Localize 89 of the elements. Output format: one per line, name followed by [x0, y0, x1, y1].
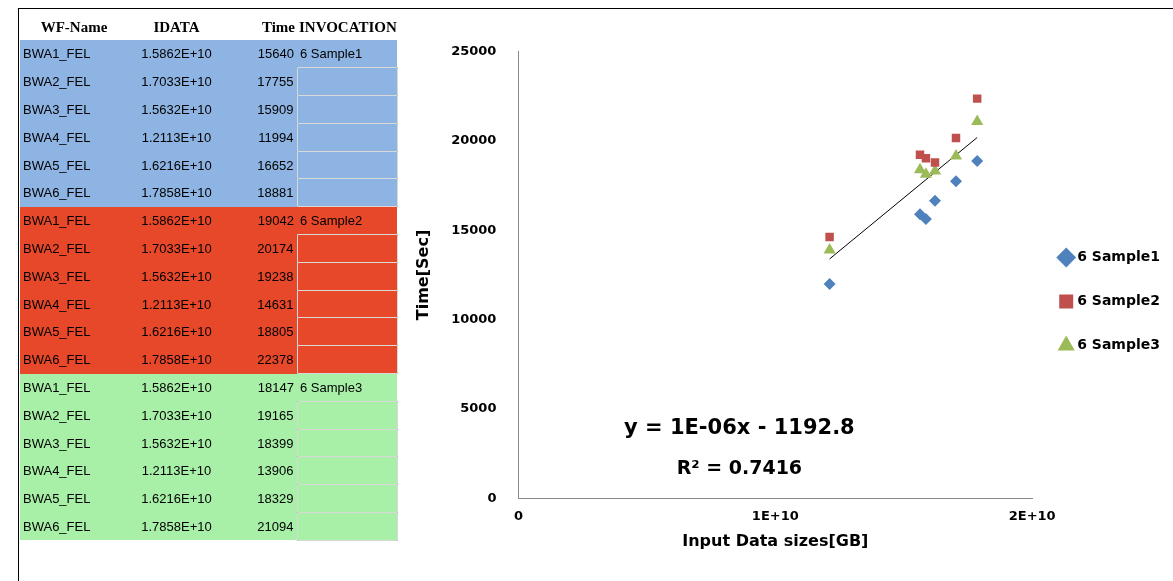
- text: 15909: [256, 101, 295, 119]
- text: BWA1_FEL: [22, 378, 92, 397]
- point: [949, 175, 962, 188]
- text: BWA5_FEL: [22, 156, 92, 175]
- text: BWA1_FEL: [22, 45, 92, 64]
- text: 1.2113E+10: [140, 128, 213, 147]
- text: BWA1_FEL: [22, 212, 92, 231]
- x-tick-label: 1E+10: [751, 508, 799, 524]
- text: 18399: [256, 434, 295, 453]
- text: BWA2_FEL: [22, 73, 92, 92]
- text: 16652: [256, 156, 295, 175]
- point: [825, 232, 834, 242]
- text: 1.7858E+10: [140, 517, 213, 536]
- text: 1.7033E+10: [140, 73, 213, 92]
- y-tick-label: 15000: [451, 221, 497, 237]
- text: 15640: [256, 45, 295, 64]
- y-tick-label: 20000: [451, 132, 497, 148]
- point: [930, 158, 940, 167]
- text: 1.7858E+10: [140, 184, 213, 203]
- y-axis-title: Time[Sec]: [412, 229, 432, 321]
- point: [823, 278, 836, 291]
- text: 1.6216E+10: [140, 490, 213, 509]
- text: 1.6216E+10: [140, 156, 213, 175]
- text: Time: [225, 15, 297, 40]
- text: 22378: [256, 351, 295, 370]
- text: 11994: [257, 128, 295, 147]
- annotation: R² = 0.7416: [676, 456, 803, 479]
- text: 1.5632E+10: [140, 267, 213, 286]
- text: BWA2_FEL: [22, 239, 92, 258]
- text: 6 Sample1: [299, 45, 364, 64]
- text: 1.7033E+10: [140, 406, 213, 425]
- text: INVOCATION: [297, 15, 397, 40]
- text: 17755: [256, 73, 295, 92]
- text: 20174: [256, 239, 295, 258]
- text: WF-Name: [20, 15, 128, 40]
- text: 1.5862E+10: [140, 45, 213, 64]
- x-tick-label: 2E+10: [1008, 508, 1056, 524]
- text: 18147: [256, 378, 295, 397]
- text: 19165: [256, 406, 295, 425]
- text: 18805: [256, 323, 295, 342]
- annotation: y = 1E-06x - 1192.8: [623, 415, 855, 440]
- text: IDATA: [128, 15, 225, 40]
- text: 6 Sample3: [299, 378, 364, 397]
- text: BWA4_FEL: [22, 128, 92, 147]
- point: [929, 194, 941, 207]
- text: 18881: [256, 184, 295, 203]
- legend-label: 6 Sample1: [1077, 248, 1161, 265]
- y-tick-label: 5000: [460, 400, 497, 416]
- y-tick-label: 25000: [451, 43, 497, 59]
- text: 13906: [256, 462, 295, 481]
- text: BWA3_FEL: [22, 267, 92, 286]
- text: 1.5632E+10: [140, 101, 213, 119]
- text: BWA6_FEL: [22, 351, 92, 370]
- text: 1.2113E+10: [140, 295, 213, 314]
- point: [914, 208, 926, 221]
- text: BWA3_FEL: [22, 101, 92, 119]
- point: [972, 94, 982, 103]
- point: [971, 155, 984, 168]
- text: 1.5862E+10: [140, 212, 213, 231]
- x-axis-title: Input Data sizes[GB]: [682, 530, 869, 550]
- y-tick-label: 10000: [451, 311, 497, 327]
- y-tick-label: 0: [487, 489, 497, 505]
- point: [915, 150, 925, 159]
- legend-label: 6 Sample3: [1077, 336, 1161, 353]
- text: 1.7858E+10: [140, 351, 213, 370]
- legend-label: 6 Sample2: [1077, 292, 1161, 309]
- text: 1.5862E+10: [140, 378, 213, 397]
- text: 19042: [256, 212, 295, 231]
- text: BWA3_FEL: [22, 434, 92, 453]
- text: BWA5_FEL: [22, 490, 92, 509]
- text: 21094: [256, 517, 295, 536]
- text: BWA5_FEL: [22, 323, 92, 342]
- text: BWA4_FEL: [22, 462, 92, 481]
- point: [823, 242, 836, 254]
- text: 1.5632E+10: [140, 434, 213, 453]
- text: 1.2113E+10: [140, 462, 213, 481]
- x-tick-label: 0: [513, 508, 523, 524]
- text: BWA6_FEL: [22, 184, 92, 203]
- text: BWA4_FEL: [22, 295, 92, 314]
- text: 6 Sample2: [299, 212, 364, 231]
- text: 14631: [256, 295, 295, 314]
- text: 1.7033E+10: [140, 239, 213, 258]
- text: 18329: [256, 490, 295, 509]
- point: [913, 162, 927, 174]
- text: BWA2_FEL: [22, 406, 92, 425]
- point: [971, 114, 984, 126]
- text: 19238: [256, 267, 295, 286]
- text: BWA6_FEL: [22, 517, 92, 536]
- text: 1.6216E+10: [140, 323, 213, 342]
